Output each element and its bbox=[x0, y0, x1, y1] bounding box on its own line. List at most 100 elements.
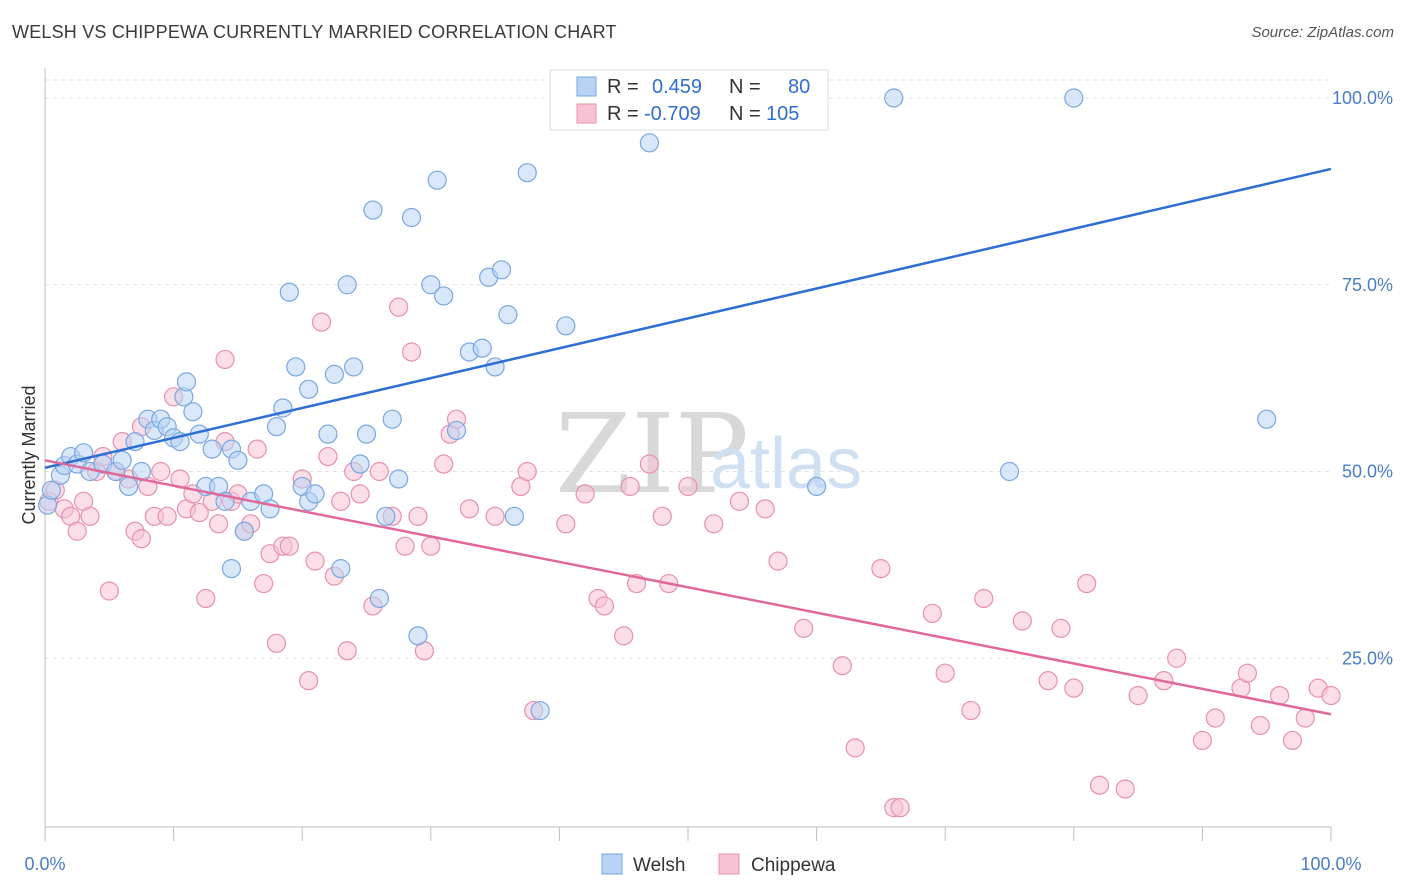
chippewa-point bbox=[1077, 573, 1097, 594]
welsh-point bbox=[408, 626, 428, 646]
x-tick-label-max: 100.0% bbox=[1300, 854, 1361, 874]
welsh-point bbox=[999, 461, 1020, 482]
chippewa-point bbox=[1064, 678, 1084, 698]
chippewa-point bbox=[1038, 671, 1058, 691]
chippewa-trendline bbox=[44, 459, 1332, 716]
chippewa-point bbox=[67, 521, 87, 541]
bottom-legend: Welsh Chippewa bbox=[601, 853, 836, 876]
welsh-point bbox=[305, 484, 325, 504]
chippewa-point bbox=[890, 798, 910, 818]
chippewa-point bbox=[247, 439, 267, 459]
welsh-point bbox=[491, 260, 512, 280]
chippewa-point bbox=[652, 506, 672, 526]
chippewa-point bbox=[395, 536, 415, 556]
welsh-point bbox=[286, 357, 306, 377]
welsh-point bbox=[382, 409, 402, 429]
welsh-point bbox=[279, 282, 299, 302]
legend-welsh-n-label: N = bbox=[729, 76, 761, 98]
welsh-point bbox=[324, 364, 344, 384]
chippewa-point bbox=[974, 588, 994, 609]
x-tick-label-min: 0.0% bbox=[24, 854, 65, 874]
chippewa-point bbox=[1250, 715, 1270, 736]
chippewa-point bbox=[794, 618, 814, 638]
y-tick-label: 75.0% bbox=[1342, 275, 1393, 295]
welsh-point bbox=[221, 559, 242, 579]
bottom-legend-swatch-welsh bbox=[601, 853, 623, 875]
chippewa-point bbox=[1205, 708, 1225, 728]
welsh-point bbox=[202, 439, 222, 459]
chippewa-point bbox=[1089, 775, 1110, 795]
welsh-point bbox=[183, 402, 203, 422]
chippewa-point bbox=[704, 514, 724, 534]
y-tick-label: 25.0% bbox=[1342, 648, 1393, 668]
welsh-point bbox=[228, 450, 248, 470]
chippewa-point bbox=[1321, 685, 1341, 706]
chippewa-point bbox=[871, 559, 891, 579]
welsh-point bbox=[337, 275, 357, 295]
chippewa-point bbox=[1167, 648, 1187, 668]
chippewa-point bbox=[1192, 730, 1213, 751]
chippewa-point bbox=[678, 476, 698, 497]
chippewa-point bbox=[961, 700, 981, 721]
legend-swatch-welsh bbox=[576, 76, 597, 97]
chippewa-point bbox=[337, 641, 357, 661]
welsh-point bbox=[356, 424, 377, 444]
welsh-point bbox=[176, 372, 197, 392]
chippewa-point bbox=[401, 342, 422, 362]
welsh-point bbox=[472, 338, 492, 358]
source-label: Source: ZipAtlas.com bbox=[1251, 24, 1394, 41]
chippewa-point bbox=[254, 573, 274, 594]
chippewa-point bbox=[99, 581, 119, 601]
welsh-trendline bbox=[44, 167, 1332, 469]
welsh-point bbox=[41, 480, 62, 500]
chippewa-point bbox=[189, 502, 209, 523]
chippewa-point bbox=[389, 297, 409, 317]
welsh-point bbox=[112, 450, 132, 470]
welsh-point bbox=[1064, 88, 1084, 108]
chippewa-point bbox=[408, 506, 428, 526]
chippewa-point bbox=[209, 514, 229, 534]
chippewa-point bbox=[196, 588, 216, 609]
chippewa-point bbox=[1051, 618, 1071, 638]
chippewa-point bbox=[935, 663, 955, 683]
legend-chippewa-n-value: 105 bbox=[766, 103, 799, 125]
legend-welsh-n-value: 80 bbox=[788, 76, 810, 98]
welsh-point bbox=[363, 200, 383, 220]
welsh-point bbox=[434, 286, 454, 306]
welsh-point bbox=[118, 476, 139, 497]
chippewa-point bbox=[556, 514, 576, 534]
chart-title: WELSH VS CHIPPEWA CURRENTLY MARRIED CORR… bbox=[12, 22, 617, 42]
welsh-point bbox=[299, 379, 319, 399]
chippewa-point bbox=[1282, 730, 1303, 751]
chippewa-point bbox=[1115, 779, 1135, 799]
welsh-point bbox=[350, 454, 370, 474]
chippewa-point bbox=[131, 529, 152, 549]
welsh-point bbox=[344, 357, 364, 377]
welsh-point bbox=[504, 506, 524, 526]
legend-welsh-r-value: 0.459 bbox=[652, 76, 702, 98]
chippewa-point bbox=[318, 446, 338, 467]
trendlines bbox=[44, 167, 1332, 716]
welsh-point bbox=[884, 88, 904, 108]
watermark-atlas: atlas bbox=[710, 424, 862, 504]
chippewa-point bbox=[215, 349, 235, 370]
chippewa-point bbox=[434, 454, 454, 474]
chippewa-point bbox=[485, 506, 505, 526]
welsh-point bbox=[530, 700, 550, 721]
chippewa-point bbox=[575, 484, 595, 504]
chippewa-point bbox=[620, 476, 640, 497]
chippewa-point bbox=[299, 671, 319, 691]
chippewa-point bbox=[459, 499, 479, 519]
legend-chippewa-r-label: R = bbox=[607, 103, 639, 125]
chippewa-point bbox=[266, 633, 287, 653]
welsh-point bbox=[1257, 409, 1277, 429]
chippewa-point bbox=[1012, 611, 1032, 631]
chippewa-point bbox=[311, 312, 332, 332]
welsh-point bbox=[318, 424, 338, 444]
welsh-point bbox=[401, 207, 422, 228]
chippewa-point bbox=[157, 506, 177, 526]
legend-chippewa-n-label: N = bbox=[729, 103, 761, 125]
welsh-point bbox=[427, 170, 447, 190]
chippewa-point bbox=[639, 454, 660, 474]
